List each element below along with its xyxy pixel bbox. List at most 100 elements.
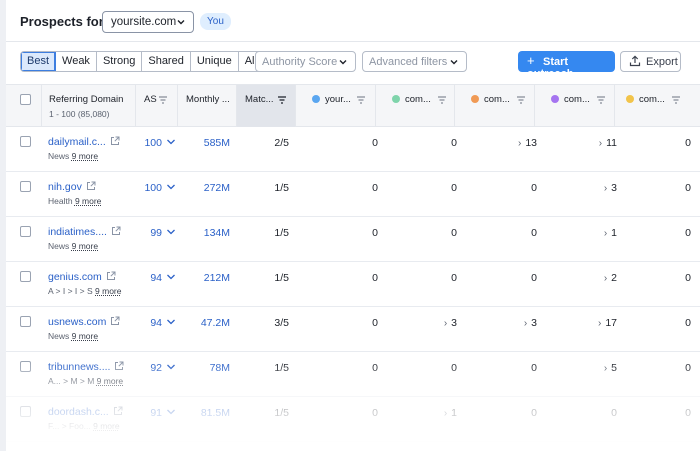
row-checkbox[interactable]	[20, 316, 31, 327]
external-link-icon[interactable]	[110, 136, 120, 146]
segment-weak[interactable]: Weak	[56, 52, 97, 71]
more-categories-link[interactable]: 9 more	[96, 376, 124, 386]
competitor-value: 0	[621, 137, 691, 149]
table-row: indiatimes.... News 9 more 99 134M 1/5 0 0 0 › 1 0	[6, 217, 700, 262]
as-value-text: 94	[150, 317, 162, 329]
competitor-value[interactable]: › 13	[467, 137, 537, 149]
matches-value: 1/5	[274, 407, 289, 419]
chevron-down-icon	[450, 60, 458, 65]
authority-score-dropdown[interactable]: Authority Score	[255, 51, 356, 72]
more-categories-link[interactable]: 9 more	[93, 421, 120, 431]
as-value[interactable]: 92	[138, 362, 178, 374]
advanced-filters-dropdown[interactable]: Advanced filters	[362, 51, 467, 72]
competitor-value[interactable]: › 1	[547, 227, 617, 239]
monthly-visits-value[interactable]: 212M	[203, 272, 230, 284]
advanced-filters-label: Advanced filters	[369, 56, 448, 68]
col-competitor-2[interactable]: com...	[455, 85, 535, 127]
table-row: genius.com A > I > I > S 9 more 94 212M 1/5 0…	[6, 262, 700, 307]
your-site-value: 0	[308, 272, 378, 284]
domain-link[interactable]: doordash.c...	[48, 406, 109, 418]
more-categories-link[interactable]: 9 more	[71, 151, 99, 161]
chevron-down-icon	[339, 60, 347, 65]
competitor-value[interactable]: › 2	[547, 272, 617, 284]
competitor-value[interactable]: › 11	[547, 137, 617, 149]
segment-unique[interactable]: Unique	[190, 52, 239, 71]
domain-link[interactable]: genius.com	[48, 271, 102, 283]
row-checkbox[interactable]	[20, 181, 31, 192]
segment-strong[interactable]: Strong	[96, 52, 143, 71]
col-matches[interactable]: Matc...	[237, 85, 296, 127]
backlinks-count: 3	[451, 317, 457, 329]
external-link-icon[interactable]	[114, 361, 124, 371]
site-select[interactable]: yoursite.com	[102, 11, 194, 33]
external-link-icon[interactable]	[113, 406, 123, 416]
external-link-icon[interactable]	[86, 181, 96, 191]
backlinks-count: 0	[451, 362, 457, 374]
sort-icon	[597, 96, 605, 104]
table-row: nih.gov Health 9 more 100 272M 1/5 0 0 0 › 3 0	[6, 172, 700, 217]
row-checkbox[interactable]	[20, 136, 31, 147]
as-value[interactable]: 94	[138, 272, 178, 284]
domain-link[interactable]: nih.gov	[48, 181, 82, 193]
row-checkbox[interactable]	[20, 406, 31, 417]
competitor-value[interactable]: › 1	[387, 407, 457, 419]
competitor-4-dot	[626, 95, 634, 103]
external-link-icon[interactable]	[106, 271, 116, 281]
col-competitor-1[interactable]: com...	[376, 85, 455, 127]
col-your-site[interactable]: your...	[296, 85, 376, 127]
row-checkbox[interactable]	[20, 271, 31, 282]
competitor-value: 0	[621, 182, 691, 194]
more-categories-link[interactable]: 9 more	[71, 331, 99, 341]
external-link-icon[interactable]	[110, 316, 120, 326]
start-outreach-button[interactable]: + Start outreach	[518, 51, 615, 80]
col-monthly-visits[interactable]: Monthly ...	[178, 85, 237, 127]
col-monthly-label: Monthly ...	[186, 94, 230, 105]
more-categories-link[interactable]: 9 more	[74, 196, 102, 206]
domain-link[interactable]: tribunnews....	[48, 361, 111, 373]
backlinks-count: 1	[611, 227, 617, 239]
monthly-visits-value[interactable]: 78M	[209, 362, 230, 374]
as-value[interactable]: 99	[138, 227, 178, 239]
more-categories-link[interactable]: 9 more	[95, 286, 122, 296]
as-value[interactable]: 100	[138, 137, 178, 149]
as-value[interactable]: 94	[138, 317, 178, 329]
row-checkbox[interactable]	[20, 361, 31, 372]
domain-link[interactable]: usnews.com	[48, 316, 107, 328]
competitor-value[interactable]: › 5	[547, 362, 617, 374]
page-title: Prospects for:	[20, 14, 109, 29]
competitor-value[interactable]: › 17	[547, 317, 617, 329]
monthly-visits-value[interactable]: 134M	[203, 227, 230, 239]
monthly-visits-value[interactable]: 81.5M	[200, 407, 230, 419]
backlinks-count: 11	[606, 137, 617, 149]
external-link-icon[interactable]	[111, 226, 121, 236]
col-referring-domain[interactable]: Referring Domain 1 - 100 (85,080)	[42, 85, 136, 127]
start-outreach-label: Start outreach	[527, 56, 574, 80]
competitor-value: 0	[467, 362, 537, 374]
export-icon	[629, 55, 641, 67]
export-button[interactable]: Export	[620, 51, 681, 72]
domain-category: A... > M > M 9 more	[48, 376, 138, 386]
as-value[interactable]: 100	[138, 182, 178, 194]
monthly-visits-value[interactable]: 47.2M	[200, 317, 230, 329]
segment-best[interactable]: Best	[21, 52, 57, 71]
as-value-text: 100	[144, 182, 162, 194]
chevron-right-icon: ›	[603, 183, 608, 194]
col-competitor-3[interactable]: com...	[535, 85, 615, 127]
domain-link[interactable]: dailymail.c...	[48, 136, 106, 148]
backlinks-count: 0	[451, 227, 457, 239]
col-competitor-4[interactable]: com...	[615, 85, 700, 127]
monthly-visits-value[interactable]: 585M	[203, 137, 230, 149]
competitor-value[interactable]: › 3	[467, 317, 537, 329]
segment-shared[interactable]: Shared	[142, 52, 191, 71]
backlinks-count: 0	[451, 137, 457, 149]
more-categories-link[interactable]: 9 more	[71, 241, 99, 251]
as-value[interactable]: 91	[138, 407, 178, 419]
competitor-value[interactable]: › 3	[387, 317, 457, 329]
matches-value: 1/5	[274, 227, 289, 239]
select-all-checkbox[interactable]	[20, 94, 31, 105]
row-checkbox[interactable]	[20, 226, 31, 237]
monthly-visits-value[interactable]: 272M	[203, 182, 230, 194]
competitor-value[interactable]: › 3	[547, 182, 617, 194]
col-as[interactable]: AS	[136, 85, 178, 127]
domain-link[interactable]: indiatimes....	[48, 226, 107, 238]
